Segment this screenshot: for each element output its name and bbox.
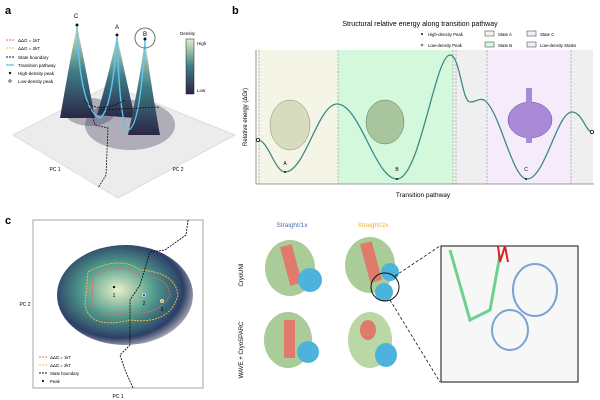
- axis-label-y: PC 2: [19, 302, 30, 308]
- peak-label: C: [74, 14, 79, 20]
- row-header: WAVE + CryoSPARC: [239, 321, 245, 378]
- y-axis-label: Relative energy (ΔGr): [243, 88, 249, 146]
- peak-marker: [112, 285, 116, 289]
- axis-label-x: PC 1: [112, 394, 123, 400]
- colorbar: [185, 38, 195, 95]
- structure-cryouni-2x: [345, 237, 400, 302]
- structure-wave-1x: [264, 312, 319, 368]
- chart-title: Structural relative energy along transit…: [342, 21, 498, 28]
- band-low-density: [571, 50, 593, 184]
- peak-b-surface: [128, 38, 160, 135]
- zoom-connector: [389, 245, 441, 383]
- legend-item: ΔΔG = 2kT: [18, 46, 40, 51]
- row-header: CryoUNI: [239, 263, 245, 286]
- peak-label: 2: [143, 301, 146, 307]
- peak-label: 3: [161, 307, 164, 313]
- legend-item: State boundary: [18, 55, 49, 60]
- minimum-label: C: [524, 167, 528, 173]
- peak-c-surface: [60, 25, 95, 118]
- energy-curve: [257, 54, 593, 180]
- red-helix: [497, 245, 509, 263]
- state-boundary: [119, 219, 189, 389]
- colorbar-title: Density: [180, 31, 196, 36]
- x-axis-label: Transition pathway: [396, 192, 451, 199]
- panel-a: a C A B ΔΔG = 1kT ΔΔG = 2kT State bounda…: [5, 5, 237, 199]
- high-density-peak-marker: [396, 178, 398, 180]
- axis-label-y: PC 2: [172, 167, 183, 173]
- structure-b-image: [365, 99, 405, 145]
- zoom-inset: [440, 245, 579, 383]
- legend-item: Low-density peak: [18, 79, 54, 84]
- legend-item: Low-density States: [540, 43, 576, 48]
- helix-model: [448, 249, 502, 323]
- high-density-peak-marker: [525, 178, 527, 180]
- peak-marker: [160, 299, 164, 303]
- legend-a: ΔΔG = 1kT ΔΔG = 2kT State boundary Trans…: [6, 38, 56, 84]
- legend-item: State C: [540, 32, 554, 37]
- colorbar-low: Low: [197, 88, 206, 93]
- legend-item: Transition pathway: [18, 63, 56, 68]
- low-density-peak-marker: [255, 137, 260, 142]
- structure-c-image: [526, 88, 532, 143]
- legend-item: ΔΔG = 2kT: [50, 363, 72, 368]
- panel-label-b: b: [232, 5, 239, 17]
- state-dividers: [258, 50, 572, 184]
- peak-marker: [75, 23, 79, 27]
- legend-item: State boundary: [50, 371, 80, 376]
- panel-c: c 1 2 3 ΔΔG = 1kT ΔΔG = 2kT State bounda…: [5, 215, 204, 400]
- legend-item: State A: [498, 32, 512, 37]
- high-density-peak-marker: [284, 171, 286, 173]
- structure-wave-2x: [348, 312, 397, 368]
- legend-item: High-density peak: [18, 71, 55, 76]
- highlight-circle: [134, 27, 156, 49]
- contour-2kt: [84, 262, 179, 324]
- legend-item: State B: [498, 43, 512, 48]
- legend-item: ΔΔG = 1kT: [18, 38, 40, 43]
- legend-item: ΔΔG = 1kT: [50, 355, 72, 360]
- legend-item: High-density Peak: [428, 32, 464, 37]
- peak-marker: [143, 37, 147, 41]
- panel-structures: Straight/1x Straight/2x CryoUNI WAVE + C…: [239, 222, 579, 383]
- legend-item: Low-density Peak: [428, 43, 463, 48]
- structure-cryouni-1x: [265, 240, 322, 296]
- column-header: Straight/1x: [276, 222, 308, 229]
- panel-label-c: c: [5, 215, 11, 227]
- minimum-label: A: [283, 161, 287, 167]
- structure-a-image: [269, 99, 311, 151]
- peak-label: B: [143, 32, 147, 38]
- panel-label-a: a: [5, 5, 12, 17]
- beta-propeller-model: [491, 309, 529, 351]
- panel-b: b Structural relative energy along trans…: [232, 5, 595, 199]
- transition-pathway: [76, 26, 146, 131]
- low-density-peak-marker: [590, 129, 595, 134]
- peak-marker: [115, 33, 119, 37]
- legend-item: Peak: [50, 379, 61, 384]
- colorbar-high: High: [197, 41, 207, 46]
- minimum-label: B: [395, 167, 399, 173]
- state-boundary: [83, 99, 161, 189]
- legend-b: High-density Peak Low-density Peak State…: [420, 30, 576, 48]
- axis-label-x: PC 1: [49, 167, 60, 173]
- column-header: Straight/2x: [357, 222, 389, 229]
- peak-label: A: [115, 25, 119, 31]
- legend-c: ΔΔG = 1kT ΔΔG = 2kT State boundary Peak: [39, 355, 80, 384]
- contour-1kt: [91, 268, 171, 316]
- peak-a-surface: [97, 35, 135, 118]
- density-map: [57, 245, 193, 345]
- beta-propeller-model: [512, 263, 558, 317]
- peak-marker: [142, 293, 146, 297]
- peak-label: 1: [113, 293, 116, 299]
